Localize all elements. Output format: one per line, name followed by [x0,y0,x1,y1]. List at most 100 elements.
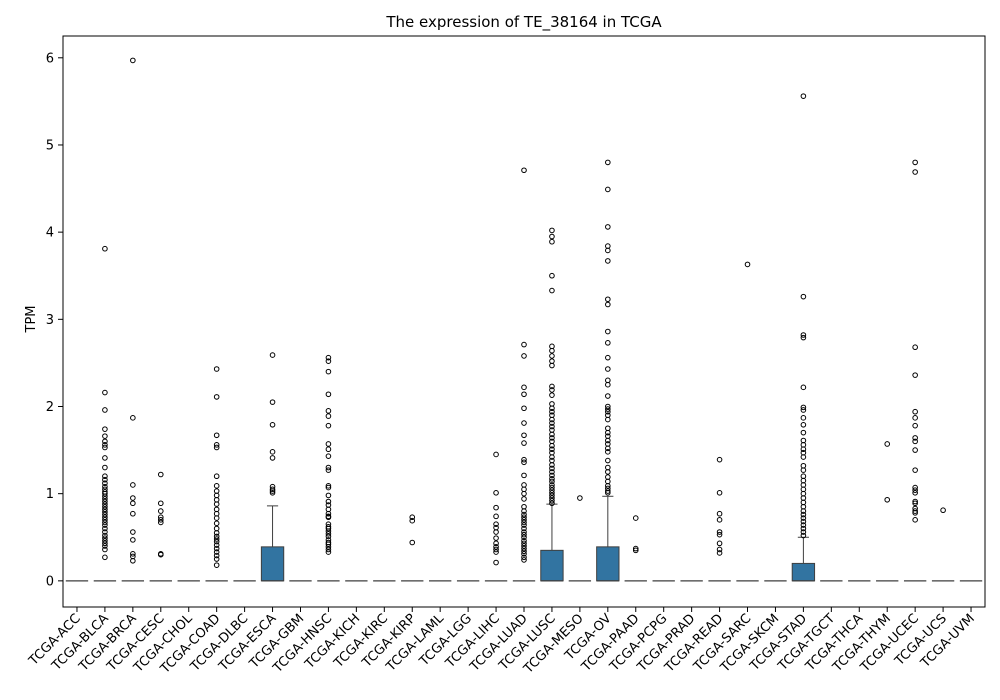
outlier-point [102,522,108,528]
outlier-point [102,444,108,451]
box-group [484,451,508,582]
outlier-point [605,186,611,193]
outlier-point [549,405,555,412]
outlier-point [549,454,555,460]
outlier-point [577,495,583,501]
outlier-point [102,483,108,490]
box-group [205,366,228,582]
outlier-point [213,542,220,548]
box-group [540,227,564,582]
y-axis: 0 1 2 3 4 5 6 [46,51,63,589]
outlier-point [912,484,918,491]
outlier-point [605,258,611,264]
outlier-point [325,391,332,398]
outlier-point [493,549,499,555]
outlier-point [325,453,332,459]
outlier-point [325,441,332,447]
outlier-point [493,513,499,520]
outlier-point [269,352,276,358]
outlier-point [102,498,108,505]
outlier-point [521,551,527,557]
outlier-point [912,159,918,166]
outlier-point [605,328,611,335]
outlier-point [632,515,639,521]
outlier-point [521,511,527,518]
outlier-point [157,471,164,478]
outlier-point [605,488,611,494]
outlier-point [605,247,611,254]
outlier-point [213,552,220,559]
outlier-point [130,510,136,517]
outlier-point [493,451,499,458]
outlier-point [325,549,332,555]
outlier-point [213,394,220,400]
outlier-point [213,533,220,540]
outlier-point [605,406,611,412]
outlier-point [605,437,611,444]
outlier-point [800,384,807,391]
outlier-point [549,387,555,393]
outlier-point [521,420,527,426]
outlier-point [716,531,723,538]
outlier-point [102,407,108,413]
outlier-point [102,517,108,523]
outlier-point [213,432,220,439]
outlier-point [102,511,108,518]
outlier-point [269,486,276,493]
outlier-point [157,500,164,507]
outlier-point [325,358,332,364]
outlier-point [102,554,108,561]
outlier-point [493,544,499,550]
outlier-point [605,429,611,436]
outlier-point [549,423,555,430]
outlier-point [521,557,527,563]
outlier-point [102,543,108,549]
outlier-point [549,392,555,398]
outlier-point [716,540,723,547]
outlier-point [325,484,332,491]
outlier-point [157,514,164,521]
outlier-point [102,496,108,502]
outlier-point [549,478,555,485]
box-body [540,549,564,582]
outlier-point [130,57,136,64]
outlier-point [102,464,108,471]
y-tick-label: 3 [46,313,54,328]
outlier-point [521,537,527,544]
outlier-point [102,245,108,252]
outlier-point [493,521,499,527]
outlier-point [521,548,527,555]
outlier-point [605,159,611,166]
outlier-point [800,334,807,341]
outlier-point [521,519,527,526]
outlier-point [605,381,611,388]
y-tick-label: 4 [46,226,54,241]
outlier-point [493,559,499,566]
outlier-point [521,353,527,359]
outlier-point [605,483,611,489]
outlier-point [325,446,332,453]
outlier-point [605,457,611,464]
outlier-point [213,520,220,527]
box-group [93,245,117,582]
outlier-point [549,492,555,499]
outlier-point [213,538,220,545]
outlier-point [800,407,807,413]
outlier-point [549,420,555,426]
outlier-point [102,426,108,432]
outlier-point [102,529,108,535]
outlier-point [800,446,807,453]
outlier-point [605,403,611,410]
outlier-point [102,389,108,396]
outlier-point [605,354,611,361]
outlier-point [213,444,220,451]
outlier-point [800,332,807,338]
outlier-point [549,446,555,453]
box-group [149,471,172,582]
outlier-point [521,543,527,549]
outlier-point [800,93,807,99]
y-tick-label: 5 [46,138,54,153]
outlier-point [632,547,639,554]
outlier-point [521,472,527,479]
